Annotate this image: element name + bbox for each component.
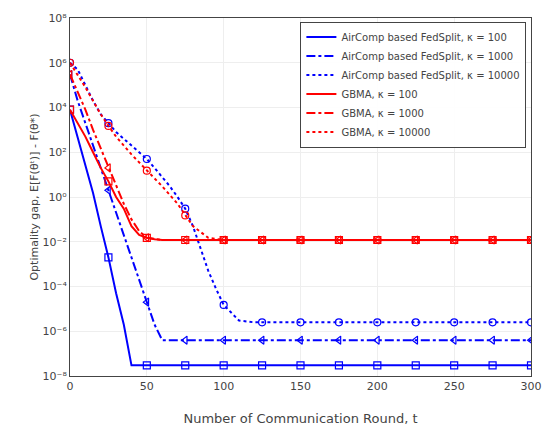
- svg-text:10⁸: 10⁸: [48, 12, 67, 25]
- svg-text:150: 150: [290, 380, 311, 393]
- svg-text:10⁻²: 10⁻²: [43, 236, 67, 249]
- svg-text:AirComp based FedSplit, κ = 10: AirComp based FedSplit, κ = 1000: [341, 51, 513, 62]
- svg-text:100: 100: [213, 380, 234, 393]
- svg-text:AirComp based FedSplit, κ = 10: AirComp based FedSplit, κ = 10000: [341, 70, 519, 81]
- svg-text:10⁻⁴: 10⁻⁴: [43, 280, 68, 293]
- svg-text:GBMA, κ = 10000: GBMA, κ = 10000: [341, 127, 430, 138]
- svg-text:250: 250: [444, 380, 465, 393]
- svg-text:10⁰: 10⁰: [48, 191, 67, 204]
- svg-text:10²: 10²: [48, 146, 66, 159]
- svg-text:Optimality gap, E[F(θᵗ)] - F(θ: Optimality gap, E[F(θᵗ)] - F(θ*): [28, 113, 41, 280]
- svg-text:10⁻⁸: 10⁻⁸: [43, 370, 68, 383]
- svg-text:Number of Communication Round,: Number of Communication Round, t: [183, 411, 417, 426]
- svg-text:GBMA, κ = 1000: GBMA, κ = 1000: [341, 108, 424, 119]
- svg-text:AirComp based FedSplit, κ = 10: AirComp based FedSplit, κ = 100: [341, 32, 506, 43]
- svg-text:10⁴: 10⁴: [48, 101, 67, 114]
- svg-text:50: 50: [140, 380, 154, 393]
- svg-text:0: 0: [67, 380, 74, 393]
- svg-text:10⁶: 10⁶: [48, 57, 67, 70]
- svg-text:10⁻⁶: 10⁻⁶: [43, 325, 68, 338]
- svg-text:300: 300: [521, 380, 542, 393]
- svg-text:200: 200: [367, 380, 388, 393]
- svg-text:GBMA, κ = 100: GBMA, κ = 100: [341, 89, 417, 100]
